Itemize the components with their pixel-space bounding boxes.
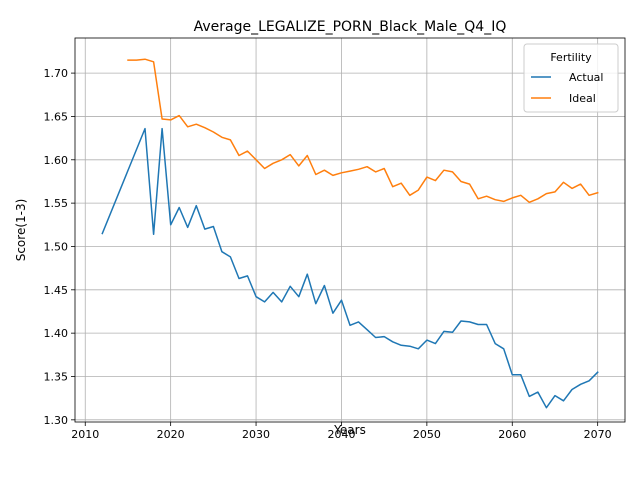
x-tick-label: 2070 xyxy=(584,428,612,441)
y-tick-label: 1.35 xyxy=(44,370,69,383)
x-tick-label: 2010 xyxy=(71,428,99,441)
plot-area-frame xyxy=(74,37,626,423)
x-tick-label: 2020 xyxy=(157,428,185,441)
y-tick-label: 1.60 xyxy=(44,154,69,167)
legend-label-actual: Actual xyxy=(569,71,603,84)
y-tick-label: 1.40 xyxy=(44,327,69,340)
legend-box xyxy=(523,43,619,113)
y-axis-label: Score(1-3) xyxy=(14,199,28,262)
x-axis-label: Years xyxy=(333,423,366,437)
x-tick-label: 2060 xyxy=(498,428,526,441)
grid xyxy=(75,38,625,422)
legend: Fertility Actual Ideal xyxy=(523,43,619,113)
y-tick-label: 1.30 xyxy=(44,414,69,427)
x-tick-label: 2050 xyxy=(413,428,441,441)
y-tick-label: 1.55 xyxy=(44,197,69,210)
legend-label-ideal: Ideal xyxy=(569,92,596,105)
legend-title: Fertility xyxy=(550,51,592,64)
series-line-actual xyxy=(101,127,599,409)
y-tick-label: 1.50 xyxy=(44,240,69,253)
x-tick-label: 2030 xyxy=(242,428,270,441)
x-tick-label: 2040 xyxy=(327,428,355,441)
y-tick-label: 1.45 xyxy=(44,284,69,297)
axis-ticks: 2010 2020 2030 2040 2050 2060 2070 1.30 1.35 1.40… xyxy=(44,67,612,441)
series-lines xyxy=(101,58,599,409)
chart-title: Average_LEGALIZE_PORN_Black_Male_Q4_IQ xyxy=(194,19,507,35)
y-tick-label: 1.70 xyxy=(44,67,69,80)
y-tick-label: 1.65 xyxy=(44,110,69,123)
series-line-ideal xyxy=(127,58,599,204)
